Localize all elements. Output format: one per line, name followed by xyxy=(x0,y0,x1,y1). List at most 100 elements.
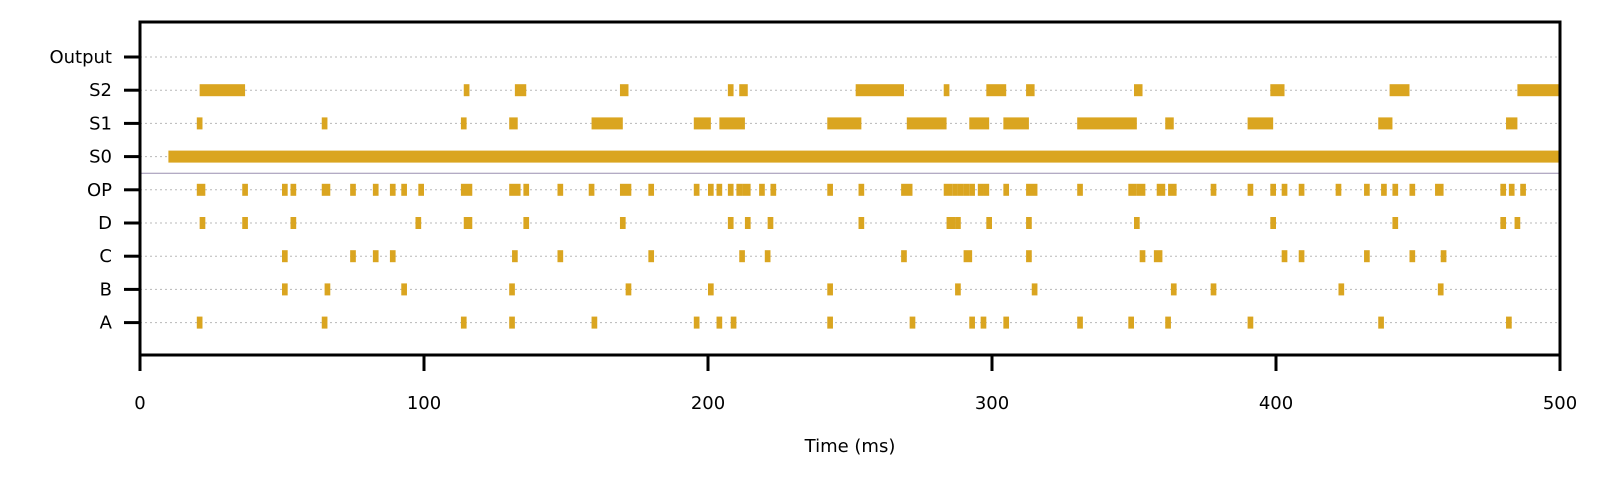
y-tick-label-d: D xyxy=(98,213,112,234)
bar-b-2 xyxy=(401,283,407,296)
x-tick-label-100: 100 xyxy=(407,393,441,414)
bar-d-2 xyxy=(290,217,297,229)
y-tick-label-a: A xyxy=(100,313,113,334)
bar-op-23 xyxy=(759,183,765,196)
bar-a-12 xyxy=(1003,316,1010,329)
bar-s1-11 xyxy=(1077,117,1137,130)
bar-op-16 xyxy=(648,183,655,196)
y-tick-label-op: OP xyxy=(87,180,112,201)
bar-op-30 xyxy=(957,183,964,196)
bar-d-12 xyxy=(955,217,961,229)
bar-s1-2 xyxy=(460,117,467,130)
bar-a-11 xyxy=(980,316,987,329)
y-tick-label-b: B xyxy=(100,279,112,300)
bar-b-3 xyxy=(509,283,515,296)
bar-s1-3 xyxy=(509,117,518,130)
bar-b-0 xyxy=(282,283,288,296)
bar-op-38 xyxy=(1128,183,1137,196)
bar-op-41 xyxy=(1168,183,1177,196)
bar-op-35 xyxy=(1003,183,1010,196)
bar-s2-7 xyxy=(943,84,950,97)
bar-d-17 xyxy=(1392,217,1399,229)
bar-s1-0 xyxy=(196,117,203,130)
bar-s2-11 xyxy=(1270,84,1285,97)
bar-d-16 xyxy=(1270,217,1276,229)
y-tick-label-output: Output xyxy=(49,47,112,68)
bar-op-45 xyxy=(1281,183,1288,196)
bar-op-39 xyxy=(1136,183,1146,196)
bar-op-14 xyxy=(588,183,595,196)
bar-s1-5 xyxy=(693,117,711,130)
bar-d-3 xyxy=(415,217,422,229)
bar-s2-13 xyxy=(1517,84,1560,97)
bar-s2-0 xyxy=(199,84,246,97)
bar-s1-1 xyxy=(321,117,328,130)
bar-a-2 xyxy=(460,316,467,329)
x-axis-title: Time (ms) xyxy=(804,436,896,457)
bar-b-11 xyxy=(1338,283,1345,296)
bar-op-2 xyxy=(282,183,288,196)
bar-op-52 xyxy=(1435,183,1444,196)
bar-a-7 xyxy=(730,316,737,329)
bar-d-13 xyxy=(986,217,992,229)
bar-c-12 xyxy=(1139,250,1146,263)
bar-op-3 xyxy=(290,183,297,196)
bar-a-18 xyxy=(1506,316,1512,329)
bar-d-15 xyxy=(1134,217,1140,229)
bar-c-0 xyxy=(282,250,288,263)
bar-a-9 xyxy=(909,316,916,329)
bar-s2-2 xyxy=(514,84,527,97)
bar-op-10 xyxy=(460,183,473,196)
x-tick-label-400: 400 xyxy=(1259,393,1293,414)
bar-op-24 xyxy=(770,183,777,196)
bar-op-47 xyxy=(1335,183,1342,196)
bar-d-9 xyxy=(767,217,774,229)
bar-op-12 xyxy=(523,183,530,196)
y-tick-label-s0: S0 xyxy=(89,147,112,168)
bar-b-8 xyxy=(1031,283,1038,296)
bar-op-19 xyxy=(716,183,723,196)
bar-c-5 xyxy=(557,250,564,263)
bar-d-1 xyxy=(242,217,248,229)
bar-op-5 xyxy=(350,183,356,196)
bar-a-0 xyxy=(196,316,203,329)
y-tick-label-s2: S2 xyxy=(89,80,112,101)
bar-c-10 xyxy=(963,250,973,263)
bar-s2-3 xyxy=(619,84,629,97)
bar-a-17 xyxy=(1378,316,1384,329)
bar-op-36 xyxy=(1026,183,1038,196)
bar-c-2 xyxy=(372,250,379,263)
bar-s2-1 xyxy=(463,84,470,97)
x-tick-labels: 0 100 200 300 400 500 xyxy=(134,393,1577,414)
bar-op-13 xyxy=(557,183,564,196)
bar-c-16 xyxy=(1364,250,1370,263)
bar-d-0 xyxy=(199,217,206,229)
bar-c-7 xyxy=(739,250,745,263)
bar-op-9 xyxy=(418,183,424,196)
bar-op-55 xyxy=(1520,183,1526,196)
bar-s1-13 xyxy=(1247,117,1274,130)
bar-b-6 xyxy=(827,283,833,296)
bar-b-7 xyxy=(955,283,961,296)
bar-c-4 xyxy=(512,250,518,263)
bar-b-4 xyxy=(625,283,632,296)
bar-d-10 xyxy=(858,217,865,229)
bar-op-37 xyxy=(1077,183,1083,196)
bar-d-6 xyxy=(619,217,626,229)
y-tick-label-c: C xyxy=(99,246,112,267)
bar-op-18 xyxy=(708,183,714,196)
bar-s2-9 xyxy=(1026,84,1035,97)
bar-op-27 xyxy=(901,183,913,196)
bar-c-11 xyxy=(1026,250,1032,263)
bar-op-11 xyxy=(509,183,521,196)
bar-s1-15 xyxy=(1506,117,1518,130)
bar-op-34 xyxy=(983,183,990,196)
bar-a-6 xyxy=(716,316,723,329)
bar-a-3 xyxy=(509,316,515,329)
bar-a-8 xyxy=(827,316,833,329)
bar-a-16 xyxy=(1247,316,1254,329)
bar-s1-12 xyxy=(1165,117,1174,130)
bar-s2-10 xyxy=(1134,84,1143,97)
